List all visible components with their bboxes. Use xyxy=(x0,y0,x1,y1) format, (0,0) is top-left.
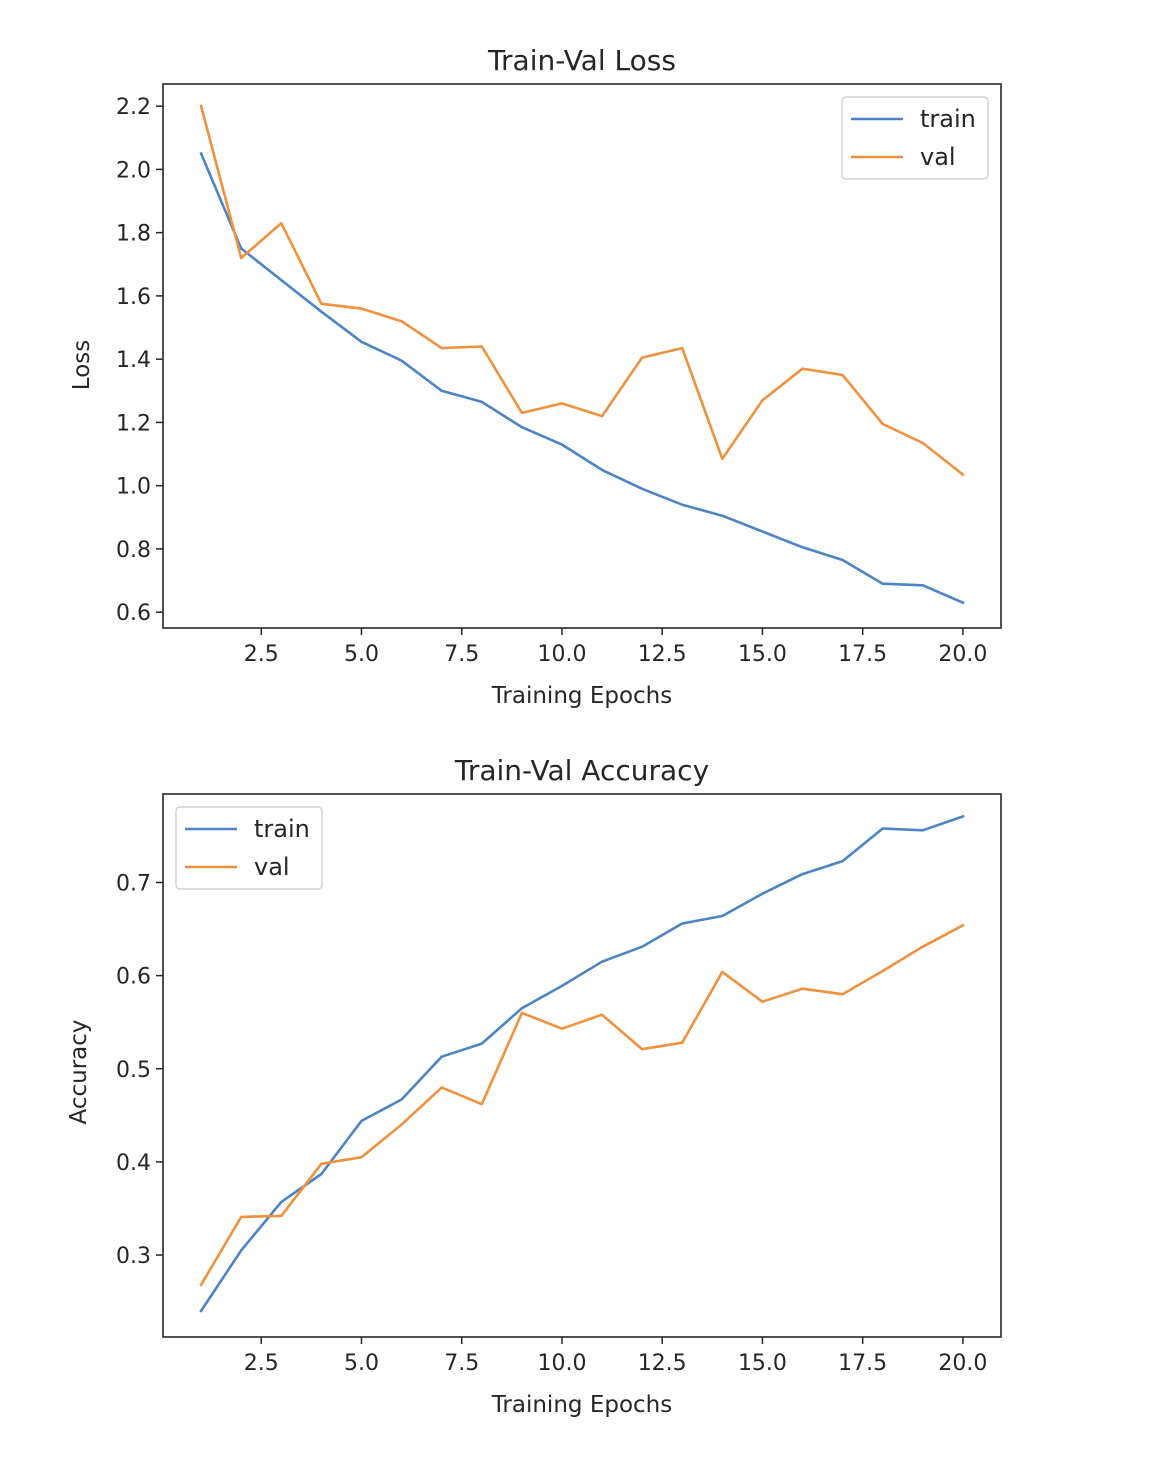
loss-train-line xyxy=(199,151,965,605)
loss-legend-box xyxy=(841,96,989,180)
accuracy-legend-box xyxy=(175,806,323,890)
loss-plot-frame xyxy=(162,83,1002,629)
loss-x-tick-label: 20.0 xyxy=(938,642,987,667)
loss-y-tick-label: 2.2 xyxy=(116,95,151,120)
accuracy-y-tick-label: 0.3 xyxy=(116,1244,151,1269)
loss-x-tick-label: 5.0 xyxy=(344,642,379,667)
loss-y-tick-label: 1.4 xyxy=(116,348,151,373)
loss-legend: train val xyxy=(841,96,989,180)
accuracy-x-tick-label: 15.0 xyxy=(738,1351,787,1376)
accuracy-x-tick-label: 10.0 xyxy=(537,1351,586,1376)
accuracy-x-tick-label: 7.5 xyxy=(444,1351,479,1376)
accuracy-y-tick-label: 0.7 xyxy=(116,871,151,896)
loss-y-tick-label: 0.8 xyxy=(116,538,151,563)
loss-plot-area: 2.5 5.0 7.5 10.0 12.5 15.0 17.5 20.0 0.6 0.8 1.0 1.… xyxy=(116,83,1002,667)
loss-x-tick-label: 10.0 xyxy=(537,642,586,667)
loss-x-tick-label: 12.5 xyxy=(638,642,687,667)
loss-x-tick-label: 17.5 xyxy=(838,642,887,667)
loss-y-tick-label: 1.0 xyxy=(116,475,151,500)
accuracy-x-tick-label: 17.5 xyxy=(838,1351,887,1376)
accuracy-legend: train val xyxy=(175,806,323,890)
loss-val-line xyxy=(199,104,965,477)
accuracy-y-axis-label: Accuracy xyxy=(66,1019,92,1124)
loss-y-axis-label: Loss xyxy=(69,340,95,390)
accuracy-x-axis-label: Training Epochs xyxy=(491,1392,672,1418)
loss-y-tick-label: 0.6 xyxy=(116,601,151,626)
accuracy-train-line xyxy=(199,814,965,1313)
accuracy-legend-val-label: val xyxy=(254,853,290,881)
accuracy-legend-train-label: train xyxy=(254,815,310,843)
accuracy-chart-title: Train-Val Accuracy xyxy=(454,754,709,787)
accuracy-x-tick-label: 2.5 xyxy=(244,1351,279,1376)
loss-chart: Train-Val Loss Training Epochs Loss 2.5 5… xyxy=(69,44,1002,709)
accuracy-chart: Train-Val Accuracy Training Epochs Accur… xyxy=(66,754,1002,1418)
loss-chart-title: Train-Val Loss xyxy=(487,44,676,77)
accuracy-x-tick-label: 12.5 xyxy=(638,1351,687,1376)
loss-x-tick-label: 7.5 xyxy=(444,642,479,667)
accuracy-x-tick-label: 5.0 xyxy=(344,1351,379,1376)
loss-y-tick-label: 1.6 xyxy=(116,285,151,310)
loss-y-tick-label: 2.0 xyxy=(116,158,151,183)
loss-y-tick-label: 1.8 xyxy=(116,222,151,247)
accuracy-y-tick-label: 0.6 xyxy=(116,965,151,990)
loss-y-tick-label: 1.2 xyxy=(116,411,151,436)
loss-legend-train-label: train xyxy=(920,105,976,133)
accuracy-x-tick-label: 20.0 xyxy=(938,1351,987,1376)
accuracy-y-tick-label: 0.4 xyxy=(116,1151,151,1176)
accuracy-val-line xyxy=(199,923,965,1287)
loss-x-axis-label: Training Epochs xyxy=(491,683,672,709)
accuracy-plot-area: 2.5 5.0 7.5 10.0 12.5 15.0 17.5 20.0 0.3 0.4 0.5 0.… xyxy=(116,793,1002,1376)
accuracy-y-tick-label: 0.5 xyxy=(116,1058,151,1083)
accuracy-plot-frame xyxy=(162,793,1002,1338)
loss-x-tick-label: 2.5 xyxy=(244,642,279,667)
loss-legend-val-label: val xyxy=(920,143,956,171)
loss-x-tick-label: 15.0 xyxy=(738,642,787,667)
